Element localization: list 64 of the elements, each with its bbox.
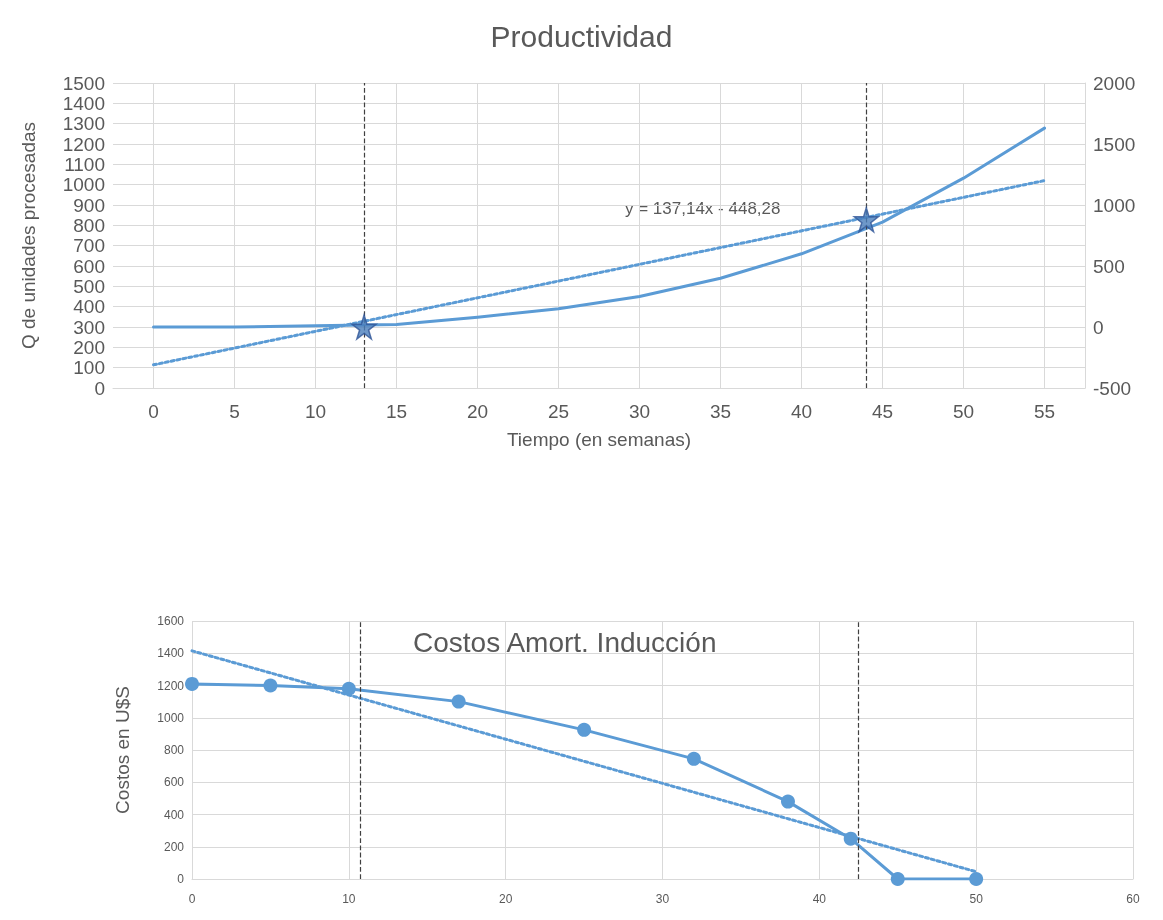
y-tick-label: 200: [73, 336, 105, 358]
y-tick-label: 400: [163, 807, 185, 822]
x-tick-label: 0: [188, 892, 196, 906]
x-tick-label: 40: [790, 401, 813, 422]
y-tick-label: 100: [73, 357, 105, 379]
x-tick-label: 20: [498, 892, 513, 906]
y-tick-label: 0: [177, 872, 185, 886]
y-axis-title: Costos en U$S: [112, 686, 133, 814]
point: [843, 831, 858, 846]
y-tick-label: 500: [73, 275, 105, 297]
y2-tick-label: 1500: [1093, 133, 1136, 155]
y-tick-label: 300: [73, 316, 105, 338]
y-tick-label: 1200: [62, 133, 105, 155]
y-tick-label: 700: [73, 235, 105, 257]
y-tick-label: 200: [163, 839, 185, 854]
x-tick-label: 40: [812, 892, 827, 906]
x-tick-label: 20: [466, 401, 489, 422]
x-axis-title: Tiempo (en semanas): [506, 429, 692, 450]
x-tick-label: 50: [952, 401, 975, 422]
y2-tick-label: -500: [1093, 377, 1132, 399]
y-tick-label: 800: [73, 214, 105, 236]
x-tick-label: 30: [655, 892, 670, 906]
y-tick-label: 600: [73, 255, 105, 277]
x-tick-label: 45: [871, 401, 894, 422]
x-tick-label: 55: [1033, 401, 1056, 422]
y2-tick-label: 500: [1093, 255, 1125, 277]
x-tick-label: 5: [229, 401, 240, 422]
y-tick-label: 0: [94, 377, 105, 399]
x-tick-label: 30: [628, 401, 651, 422]
chart-title: Productividad: [490, 19, 673, 53]
point: [577, 722, 592, 737]
point: [185, 676, 199, 691]
point: [451, 694, 466, 709]
y-tick-label: 900: [73, 194, 105, 216]
x-tick-label: 10: [304, 401, 327, 422]
chart-title: Costos Amort. Inducción: [413, 626, 717, 658]
y-tick-label: 1000: [157, 710, 185, 725]
x-tick-label: 50: [969, 892, 984, 906]
point: [686, 751, 701, 766]
y-tick-label: 1300: [62, 113, 105, 135]
y-tick-label: 1600: [157, 614, 185, 628]
y-tick-label: 1200: [157, 678, 185, 693]
y-axis-title: Q de unidades procesadas: [18, 121, 39, 350]
y-tick-label: 600: [163, 775, 185, 790]
point: [263, 678, 278, 693]
y-tick-label: 800: [163, 743, 185, 757]
y2-tick-label: 2000: [1093, 72, 1136, 94]
y-tick-label: 1100: [64, 153, 105, 175]
y-tick-label: 1400: [157, 646, 185, 661]
x-tick-label: 25: [547, 401, 570, 422]
x-tick-label: 35: [709, 401, 732, 422]
point: [341, 681, 356, 696]
x-tick-label: 60: [1126, 892, 1140, 906]
x-tick-label: 10: [342, 892, 356, 906]
y2-tick-label: 1000: [1093, 194, 1136, 216]
x-tick-label: 15: [385, 401, 408, 422]
y-tick-label: 1000: [62, 174, 105, 196]
y-tick-label: 400: [73, 296, 105, 318]
y-tick-label: 1500: [62, 72, 105, 94]
y2-tick-label: 0: [1093, 316, 1104, 338]
point: [780, 794, 795, 809]
y-tick-label: 1400: [62, 92, 105, 114]
point: [890, 872, 905, 886]
point: [969, 872, 984, 886]
